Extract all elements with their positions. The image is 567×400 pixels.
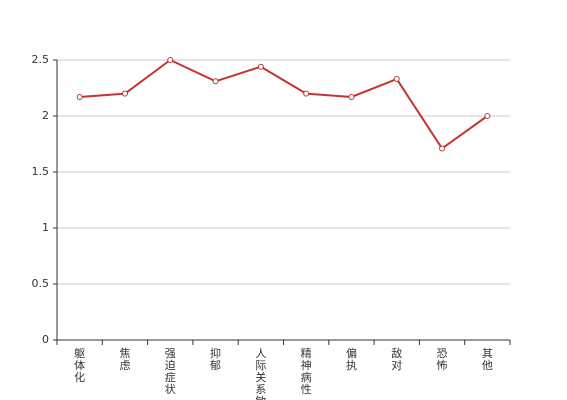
y-tick-label: 0.5 <box>32 277 50 290</box>
point <box>212 78 219 85</box>
point <box>393 76 400 83</box>
point <box>484 113 491 119</box>
y-tick-label: 1 <box>42 221 49 234</box>
x-tick-label: 抑郁 <box>210 346 221 372</box>
point <box>348 93 355 100</box>
point <box>439 145 446 152</box>
y-tick-label: 2.5 <box>32 53 50 66</box>
x-tick-label: 精神病性 <box>301 347 312 396</box>
point <box>303 90 310 97</box>
y-tick-label: 0 <box>42 333 49 346</box>
x-tick-label: 其他 <box>482 347 493 372</box>
x-tick-label: 恐怖 <box>437 347 448 372</box>
point <box>167 57 174 63</box>
x-tick-label: 强迫症状 <box>165 347 176 396</box>
y-tick-label: 1.5 <box>32 165 50 178</box>
point <box>121 90 128 97</box>
point <box>76 93 83 100</box>
x-tick-label: 躯体化 <box>74 347 85 384</box>
x-tick-label: 焦虑 <box>119 347 130 372</box>
x-tick-label: 人际关系敏感 <box>255 347 266 400</box>
x-tick-label: 偏执 <box>346 346 357 372</box>
x-tick-label: 敌对 <box>391 346 402 372</box>
y-tick-label: 2 <box>42 109 49 122</box>
point <box>257 63 264 70</box>
line <box>79 58 488 150</box>
